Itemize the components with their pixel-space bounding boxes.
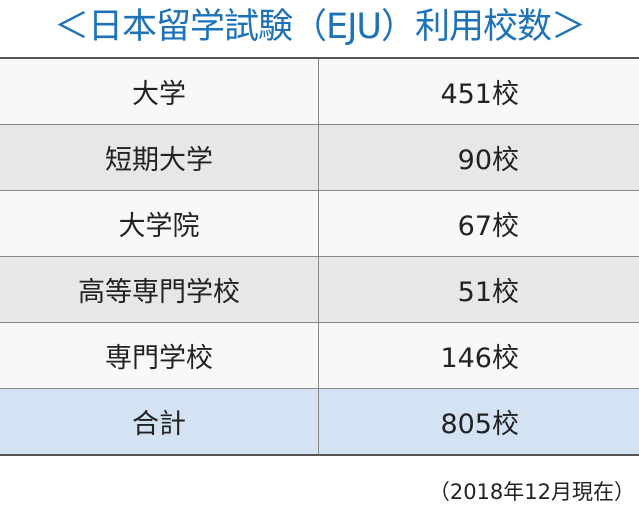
- title: ＜日本留学試験（EJU）利用校数＞: [53, 7, 586, 47]
- category-cell: 専門学校: [0, 322, 319, 389]
- category-cell: 大学: [0, 57, 319, 125]
- count-cell: 451校: [318, 57, 639, 125]
- table-row: 短期大学 90校: [0, 124, 639, 191]
- count-cell: 146校: [318, 322, 639, 389]
- note: （2018年12月現在）: [428, 480, 635, 504]
- table-row: 専門学校 146校: [0, 322, 639, 389]
- category-cell: 大学院: [0, 190, 319, 257]
- category-cell: 短期大学: [0, 124, 319, 191]
- count-cell: 90校: [318, 124, 639, 191]
- count-cell: 51校: [318, 256, 639, 323]
- table-row: 合計 805校: [0, 388, 639, 455]
- table-row: 高等専門学校 51校: [0, 256, 639, 323]
- category-cell: 高等専門学校: [0, 256, 319, 323]
- count-cell: 67校: [318, 190, 639, 257]
- table: 大学 451校 短期大学 90校 大学院 67校 高等専門学校 51校 専門学校 146校 合計 80…: [0, 57, 639, 456]
- count-cell: 805校: [318, 388, 639, 455]
- category-cell: 合計: [0, 388, 319, 455]
- table-row: 大学 451校: [0, 57, 639, 125]
- table-row: 大学院 67校: [0, 190, 639, 257]
